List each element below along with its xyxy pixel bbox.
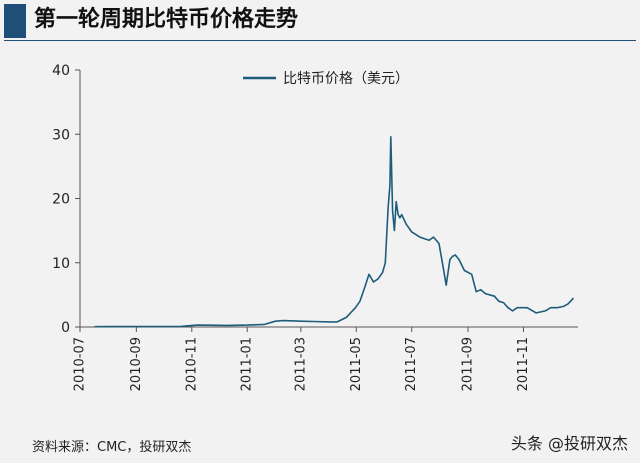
x-tick-label: 2011-01 [240, 337, 255, 391]
x-tick-label: 2011-07 [404, 337, 419, 391]
x-axis-ticks: 2010-07 2010-09 2010-11 2011-01 2011-03 2011-… [73, 327, 531, 391]
y-tick-label: 20 [52, 192, 70, 208]
x-tick-label: 2010-07 [73, 337, 88, 391]
page-title: 第一轮周期比特币价格走势 [34, 7, 299, 32]
header: 第一轮周期比特币价格走势 [0, 0, 640, 42]
x-tick-label: 2010-09 [129, 337, 144, 391]
legend-label: 比特币价格（美元） [283, 71, 409, 87]
y-tick-label: 10 [52, 256, 70, 272]
source-note: 资料来源：CMC，投研双杰 [32, 440, 192, 455]
x-tick-label: 2011-03 [293, 337, 308, 391]
y-tick-label: 0 [61, 320, 70, 336]
x-tick-label: 2010-11 [184, 337, 199, 391]
x-tick-label: 2011-11 [516, 337, 531, 391]
y-tick-label: 40 [52, 63, 70, 79]
watermark: 头条 @投研双杰 [510, 434, 628, 453]
series-line-1 [94, 136, 575, 328]
chart-series [94, 136, 575, 328]
chart-legend: 比特币价格（美元） [243, 71, 409, 87]
x-tick-label: 2011-09 [461, 337, 476, 391]
x-tick-label: 2011-05 [349, 337, 364, 391]
y-tick-label: 30 [52, 127, 70, 143]
title-accent-bar [4, 4, 26, 38]
title-divider [4, 40, 636, 41]
chart-axes [79, 70, 578, 328]
y-axis-ticks: 0 10 20 30 40 [52, 63, 80, 336]
